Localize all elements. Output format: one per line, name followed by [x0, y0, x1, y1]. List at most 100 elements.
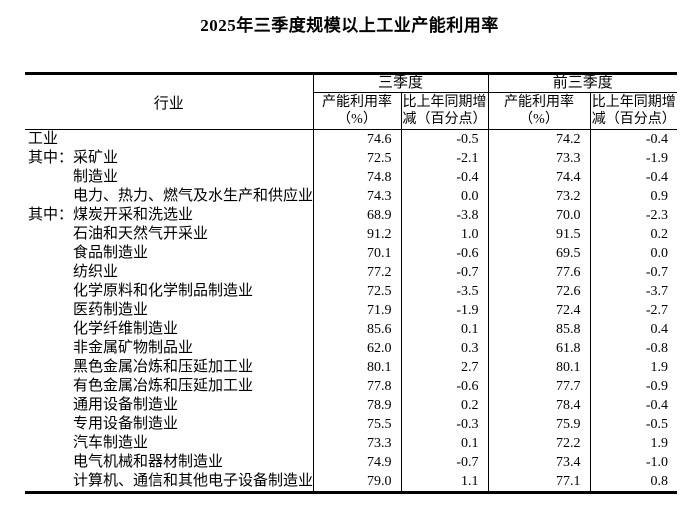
q3-rate-cell: 74.9 [312, 453, 401, 472]
ytd-change-cell: 1.9 [589, 358, 678, 377]
ytd-rate-cell: 70.0 [487, 206, 591, 225]
ytd-rate-cell: 73.4 [487, 453, 591, 472]
ytd-rate-cell: 74.2 [487, 129, 591, 149]
q3-rate-cell: 79.0 [312, 472, 401, 493]
ytd-rate-cell: 78.4 [487, 396, 591, 415]
industry-cell: 汽车制造业 [73, 435, 149, 451]
q3-change-cell: 0.2 [400, 396, 489, 415]
q3-group-header: 三季度 [312, 73, 489, 93]
ytd-change-cell: -0.9 [589, 377, 678, 396]
industry-cell: 计算机、通信和其他电子设备制造业 [73, 473, 313, 489]
q3-change-cell: -0.5 [400, 129, 489, 149]
ytd-change-cell: -0.4 [589, 168, 678, 187]
industry-cell: 其中：煤炭开采和洗选业 [28, 207, 194, 223]
ytd-rate-cell: 72.4 [487, 301, 591, 320]
q3-change-cell: 0.3 [400, 339, 489, 358]
ytd-change-header: 比上年同期增 减（百分点） [589, 92, 678, 130]
ytd-rate-cell: 69.5 [487, 244, 591, 263]
q3-change-cell: 1.0 [400, 225, 489, 244]
q3-rate-cell: 68.9 [312, 206, 401, 225]
industry-cell: 专用设备制造业 [73, 416, 179, 432]
q3-rate-cell: 73.3 [312, 434, 401, 453]
ytd-change-cell: -2.7 [589, 301, 678, 320]
q3-change-cell: -3.5 [400, 282, 489, 301]
q3-rate-cell: 77.8 [312, 377, 401, 396]
q3-rate-cell: 72.5 [312, 149, 401, 168]
q3-rate-cell: 74.6 [312, 129, 401, 149]
ytd-change-cell: 0.4 [589, 320, 678, 339]
q3-rate-cell: 78.9 [312, 396, 401, 415]
table-row: 石油和天然气开采业 91.2 1.0 91.5 0.2 [25, 225, 678, 244]
q3-rate-header: 产能利用率 （%） [312, 92, 401, 130]
q3-change-cell: 1.1 [400, 472, 489, 493]
q3-change-cell: -2.1 [400, 149, 489, 168]
q3-change-cell: -0.3 [400, 415, 489, 434]
table-row: 医药制造业 71.9 -1.9 72.4 -2.7 [25, 301, 678, 320]
q3-change-cell: -0.6 [400, 377, 489, 396]
ytd-rate-cell: 73.2 [487, 187, 591, 206]
q3-rate-cell: 77.2 [312, 263, 401, 282]
ytd-change-cell: -0.4 [589, 129, 678, 149]
industry-cell: 通用设备制造业 [73, 397, 179, 413]
q3-change-cell: -0.7 [400, 263, 489, 282]
q3-rate-cell: 75.5 [312, 415, 401, 434]
ytd-change-cell: -0.5 [589, 415, 678, 434]
industry-cell: 纺织业 [73, 264, 119, 280]
ytd-change-cell: 1.9 [589, 434, 678, 453]
q3-rate-cell: 80.1 [312, 358, 401, 377]
table-row: 工业 74.6 -0.5 74.2 -0.4 [25, 129, 678, 149]
ytd-change-cell: -0.7 [589, 263, 678, 282]
ytd-rate-cell: 77.7 [487, 377, 591, 396]
table-row: 专用设备制造业 75.5 -0.3 75.9 -0.5 [25, 415, 678, 434]
q3-rate-cell: 70.1 [312, 244, 401, 263]
table-row: 非金属矿物制品业 62.0 0.3 61.8 -0.8 [25, 339, 678, 358]
ytd-change-cell: 0.9 [589, 187, 678, 206]
industry-cell: 电气机械和器材制造业 [73, 454, 224, 470]
industry-cell: 化学纤维制造业 [73, 321, 179, 337]
header-group-row: 行业 三季度 前三季度 [25, 73, 678, 130]
q3-change-cell: -0.7 [400, 453, 489, 472]
ytd-rate-cell: 72.6 [487, 282, 591, 301]
q3-rate-cell: 74.3 [312, 187, 401, 206]
table-header: 行业 三季度 前三季度 产能利用率 （%） 比上年同期增 减（百分点） 产能利用… [25, 73, 678, 130]
industry-cell: 化学原料和化学制品制造业 [73, 283, 254, 299]
table-row: 计算机、通信和其他电子设备制造业 79.0 1.1 77.1 0.8 [25, 472, 678, 493]
ytd-change-cell: -3.7 [589, 282, 678, 301]
ytd-change-cell: -0.4 [589, 396, 678, 415]
page-title: 2025年三季度规模以上工业产能利用率 [200, 16, 499, 35]
table-row: 有色金属冶炼和压延加工业 77.8 -0.6 77.7 -0.9 [25, 377, 678, 396]
q3-change-cell: -0.6 [400, 244, 489, 263]
industry-cell: 工业 [28, 131, 59, 147]
ytd-change-cell: -1.0 [589, 453, 678, 472]
ytd-rate-cell: 73.3 [487, 149, 591, 168]
industry-cell: 非金属矿物制品业 [73, 340, 194, 356]
q3-change-cell: -1.9 [400, 301, 489, 320]
ytd-rate-cell: 61.8 [487, 339, 591, 358]
capacity-utilization-table: 行业 三季度 前三季度 产能利用率 （%） 比上年同期增 减（百分点） 产能利用… [25, 72, 678, 494]
table-row: 化学原料和化学制品制造业 72.5 -3.5 72.6 -3.7 [25, 282, 678, 301]
table-row: 电力、热力、燃气及水生产和供应业 74.3 0.0 73.2 0.9 [25, 187, 678, 206]
q3-change-cell: -0.4 [400, 168, 489, 187]
q3-change-cell: 0.0 [400, 187, 489, 206]
table-row: 制造业 74.8 -0.4 74.4 -0.4 [25, 168, 678, 187]
q3-change-cell: 2.7 [400, 358, 489, 377]
industry-cell: 制造业 [73, 169, 119, 185]
header-sub-row: 产能利用率 （%） 比上年同期增 减（百分点） 产能利用率 （%） 比上年同期增… [25, 92, 678, 130]
q3-rate-cell: 85.6 [312, 320, 401, 339]
q3-rate-cell: 74.8 [312, 168, 401, 187]
table-row: 化学纤维制造业 85.6 0.1 85.8 0.4 [25, 320, 678, 339]
q3-change-cell: 0.1 [400, 434, 489, 453]
title-bar: 2025年三季度规模以上工业产能利用率 [0, 0, 699, 72]
industry-cell: 有色金属冶炼和压延加工业 [73, 378, 254, 394]
industry-cell: 石油和天然气开采业 [73, 226, 209, 242]
ytd-rate-cell: 75.9 [487, 415, 591, 434]
industry-cell: 黑色金属冶炼和压延加工业 [73, 359, 254, 375]
ytd-change-cell: 0.8 [589, 472, 678, 493]
table-row: 黑色金属冶炼和压延加工业 80.1 2.7 80.1 1.9 [25, 358, 678, 377]
table-row: 电气机械和器材制造业 74.9 -0.7 73.4 -1.0 [25, 453, 678, 472]
ytd-rate-cell: 80.1 [487, 358, 591, 377]
q3-rate-cell: 62.0 [312, 339, 401, 358]
industry-cell: 电力、热力、燃气及水生产和供应业 [73, 188, 313, 204]
q3-change-cell: -3.8 [400, 206, 489, 225]
industry-cell: 其中：采矿业 [28, 150, 119, 166]
